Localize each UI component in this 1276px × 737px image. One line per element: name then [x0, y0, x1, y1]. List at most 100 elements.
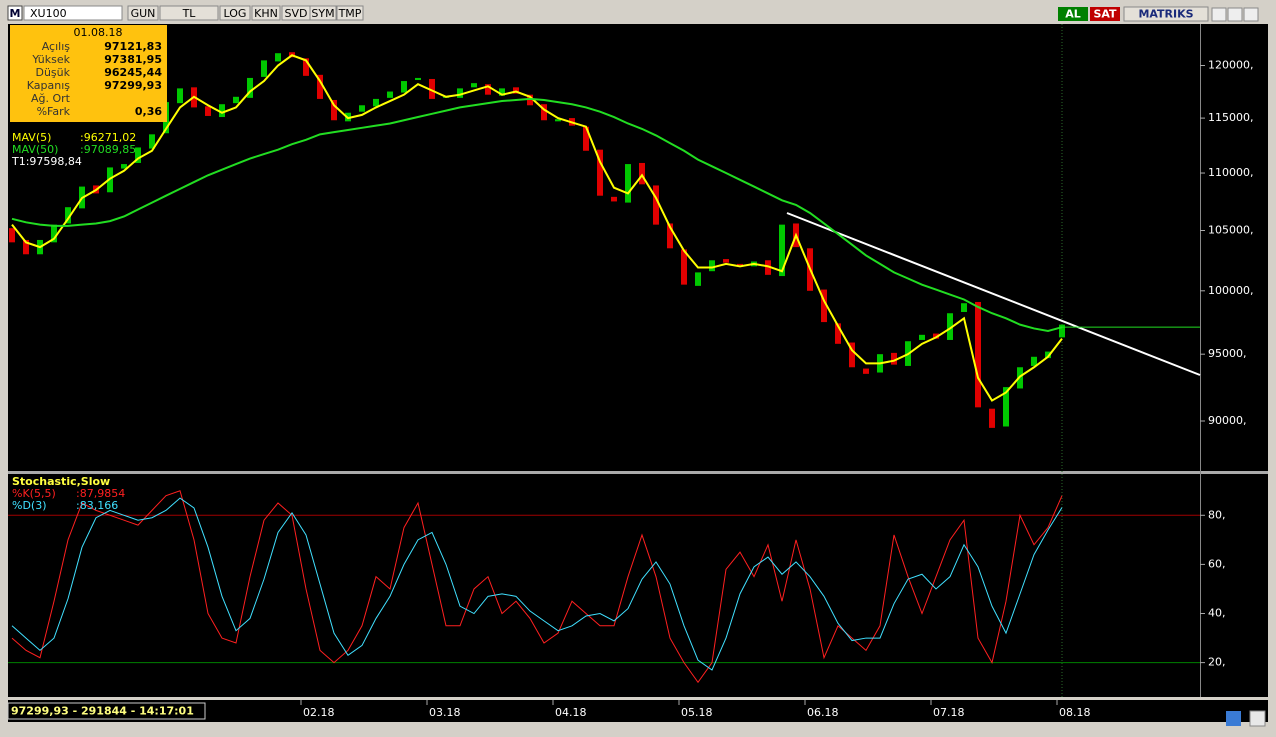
info-box: [10, 25, 167, 122]
x-tick-label: 04.18: [555, 706, 587, 719]
candle: [303, 58, 309, 76]
candle: [611, 196, 617, 202]
legend-value: :87,9854: [76, 487, 125, 500]
candle: [527, 94, 533, 106]
candle: [429, 78, 435, 99]
candle: [51, 224, 57, 243]
scroll-button[interactable]: [1249, 710, 1266, 727]
toolbar-button-label: SYM: [311, 7, 334, 20]
legend-name: %D(3): [12, 499, 47, 512]
candle: [471, 83, 477, 88]
toolbar-button[interactable]: [159, 5, 219, 21]
y-tick-label: 80,: [1208, 508, 1226, 521]
info-value: 96245,44: [104, 66, 162, 79]
minimize-button[interactable]: [1211, 7, 1227, 22]
info-value: 97381,95: [104, 53, 162, 66]
candle: [681, 249, 687, 285]
brand-box: [1123, 6, 1209, 22]
candle: [205, 106, 211, 116]
candle: [765, 260, 771, 275]
close-button[interactable]: [1243, 7, 1259, 22]
info-value: 97299,93: [104, 79, 162, 92]
candle: [891, 352, 897, 365]
candle: [919, 334, 925, 340]
y-tick-label: 110000,: [1208, 166, 1254, 179]
toolbar-button[interactable]: [127, 5, 159, 21]
candle: [555, 119, 561, 122]
candle: [863, 368, 869, 374]
action-button[interactable]: [1090, 7, 1120, 21]
x-tick-label: 06.18: [807, 706, 839, 719]
y-tick-label: 40,: [1208, 607, 1226, 620]
toolbar-button-label: KHN: [254, 7, 278, 20]
candle: [541, 104, 547, 121]
status-text: 97299,93 - 291844 - 14:17:01: [11, 705, 194, 718]
candle: [331, 99, 337, 121]
trend-line[interactable]: [786, 212, 1201, 376]
toolbar-button[interactable]: [309, 5, 337, 21]
candle: [373, 98, 379, 107]
candle: [513, 87, 519, 94]
candle: [177, 88, 183, 104]
info-label: Kapanış: [27, 79, 71, 92]
candle: [23, 239, 29, 255]
action-label: SAT: [1093, 8, 1117, 21]
series-line: [11, 490, 1063, 684]
toolbar-button[interactable]: [219, 5, 251, 21]
y-tick-label: 20,: [1208, 656, 1226, 669]
info-label: Ağ. Ort: [31, 92, 71, 105]
y-tick-label: 120000,: [1208, 59, 1254, 72]
legend-name: MAV(5): [12, 131, 51, 144]
candle: [821, 289, 827, 323]
toolbar-button-label: TL: [182, 7, 197, 20]
candle: [779, 224, 785, 277]
annotation: T1:97598,84: [11, 155, 82, 168]
candle: [1045, 351, 1051, 359]
toolbar-button[interactable]: [336, 5, 364, 21]
candle: [933, 333, 939, 339]
series-line: [11, 54, 1063, 402]
logo: M: [10, 7, 21, 20]
toolbar-button[interactable]: [251, 5, 281, 21]
toolbar-button-label: GUN: [131, 7, 156, 20]
candle: [653, 185, 659, 225]
y-tick-label: 60,: [1208, 557, 1226, 570]
y-tick-label: 95000,: [1208, 347, 1247, 360]
symbol-box[interactable]: [23, 5, 123, 21]
info-date: 01.08.18: [74, 26, 123, 39]
candle: [737, 263, 743, 266]
action-button[interactable]: [1058, 7, 1088, 21]
candle: [9, 228, 15, 243]
candle: [947, 313, 953, 340]
toolbar-button-label: SVD: [285, 7, 308, 20]
toolbar-button-label: LOG: [224, 7, 247, 20]
legend-value: :96271,02: [80, 131, 136, 144]
candle: [849, 342, 855, 368]
status-box: [7, 702, 206, 720]
candle: [499, 88, 505, 96]
candle: [415, 77, 421, 81]
candle: [975, 301, 981, 408]
x-tick-label: 07.18: [933, 706, 965, 719]
candle: [667, 223, 673, 249]
symbol: XU100: [30, 7, 67, 20]
candle: [709, 260, 715, 272]
series-line: [11, 497, 1063, 671]
restore-button[interactable]: [1227, 7, 1243, 22]
candle: [261, 60, 267, 77]
candle: [317, 74, 323, 99]
candle: [247, 77, 253, 98]
y-tick-label: 90000,: [1208, 414, 1247, 427]
candle: [149, 134, 155, 149]
legend-value: :97089,85: [80, 143, 136, 156]
y-tick-label: 105000,: [1208, 224, 1254, 237]
action-label: AL: [1065, 8, 1081, 21]
candle: [485, 84, 491, 95]
info-label: Düşük: [35, 66, 70, 79]
candle: [233, 96, 239, 104]
candle: [961, 303, 967, 312]
candle: [989, 408, 995, 428]
toolbar-button-label: TMP: [338, 7, 362, 20]
refresh-icon[interactable]: [1226, 711, 1241, 726]
